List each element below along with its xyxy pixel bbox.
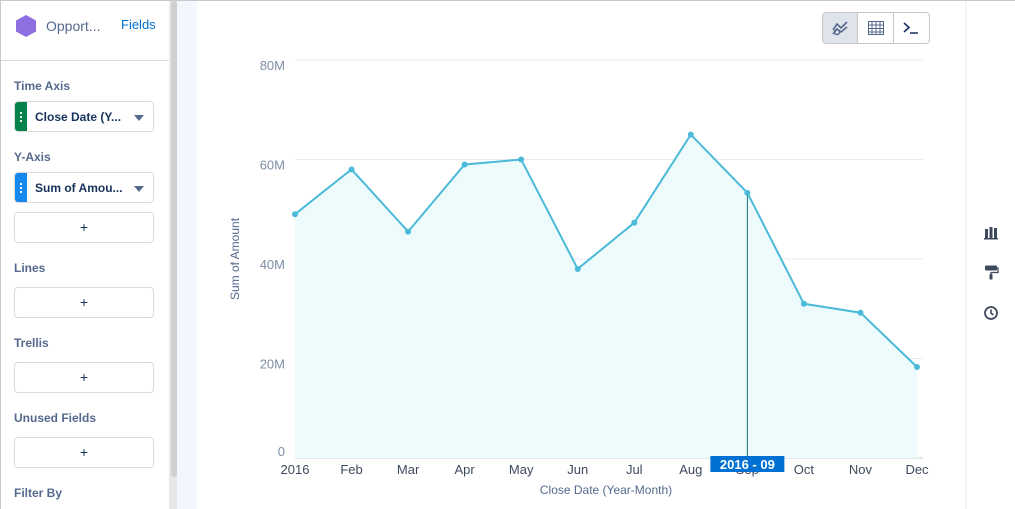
add-measure-button[interactable]: + (14, 212, 154, 243)
tooltip-label: 2016 - 09 (720, 457, 775, 472)
lines-label: Lines (14, 261, 46, 275)
console-icon (903, 22, 919, 34)
x-tick-label: Oct (794, 462, 815, 477)
time-axis-value: Close Date (Y... (35, 110, 122, 124)
bar-chart-icon[interactable] (983, 225, 999, 241)
data-point[interactable] (800, 300, 807, 307)
line-chart-icon (832, 21, 848, 36)
panel-header: Opport... Fields (1, 1, 169, 61)
y-axis-label: Y-Axis (14, 150, 51, 164)
x-tick-label: May (509, 462, 534, 477)
saql-mode-button[interactable] (894, 13, 929, 43)
add-lines-button[interactable]: + (14, 287, 154, 318)
panel-scrollbar-thumb[interactable] (171, 1, 177, 477)
y-axis-ticks: 0 20M 40M 60M 80M (260, 58, 285, 459)
add-trellis-button[interactable]: + (14, 362, 154, 393)
table-icon (867, 21, 884, 35)
x-tick-label: Jun (567, 462, 588, 477)
data-point[interactable] (518, 156, 525, 163)
drag-handle-icon[interactable] (15, 173, 27, 202)
y-axis-pill[interactable]: Sum of Amou... (14, 172, 154, 203)
x-tick-label: Feb (340, 462, 362, 477)
area-fill (295, 134, 917, 458)
add-unused-field-button[interactable]: + (14, 437, 154, 468)
clock-icon[interactable] (983, 305, 999, 321)
y-tick-label: 40M (260, 257, 285, 272)
x-tick-label: 2016 (281, 462, 310, 477)
right-toolbar (967, 1, 1015, 509)
chevron-down-icon[interactable] (134, 115, 144, 121)
time-axis-pill[interactable]: Close Date (Y... (14, 101, 154, 132)
hover-tooltip: 2016 - 09 (710, 456, 785, 472)
series-line (294, 132, 918, 368)
filter-by-label: Filter By (14, 486, 63, 500)
data-point[interactable] (914, 363, 920, 370)
x-axis-label: Close Date (Year-Month) (540, 483, 672, 497)
field-panel: Opport... Fields Time Axis Close Date (Y… (1, 1, 169, 509)
trellis-label: Trellis (14, 336, 49, 350)
y-tick-label: 20M (260, 357, 285, 372)
y-tick-label: 60M (260, 158, 285, 173)
data-point[interactable] (292, 211, 298, 218)
x-tick-label: Dec (905, 462, 929, 477)
tooltip-box (710, 456, 785, 472)
table-mode-button[interactable] (858, 13, 894, 43)
y-axis-label: Sum of Amount (228, 217, 242, 300)
time-axis-label: Time Axis (14, 79, 71, 93)
x-tick-label: Apr (455, 462, 476, 477)
unused-fields-label: Unused Fields (14, 411, 97, 425)
data-point[interactable] (574, 265, 581, 272)
y-tick-label: 0 (278, 444, 285, 459)
data-point[interactable] (857, 309, 864, 316)
data-point[interactable] (348, 166, 355, 173)
x-tick-label: Mar (397, 462, 420, 477)
y-tick-label: 80M (260, 58, 285, 73)
fields-link[interactable]: Fields (121, 17, 156, 32)
data-points (292, 131, 920, 370)
data-point[interactable] (461, 161, 468, 168)
dataset-hexagon-icon (16, 15, 36, 37)
chart-mode-button[interactable] (823, 13, 859, 43)
data-point[interactable] (687, 131, 694, 138)
paint-roller-icon[interactable] (983, 264, 999, 280)
x-tick-label: Nov (849, 462, 873, 477)
data-point[interactable] (744, 189, 751, 196)
chevron-down-icon[interactable] (134, 186, 144, 192)
dataset-name[interactable]: Opport... (46, 18, 101, 34)
data-point[interactable] (631, 219, 638, 226)
y-axis-value: Sum of Amou... (35, 181, 123, 195)
drag-handle-icon[interactable] (15, 102, 27, 131)
x-tick-label: Aug (679, 462, 702, 477)
x-axis-ticks: 2016FebMarAprMayJunJulAugSepOctNovDec (281, 462, 930, 477)
x-tick-label: Jul (626, 462, 643, 477)
visualization-toolbar (822, 12, 930, 44)
data-point[interactable] (405, 228, 412, 235)
